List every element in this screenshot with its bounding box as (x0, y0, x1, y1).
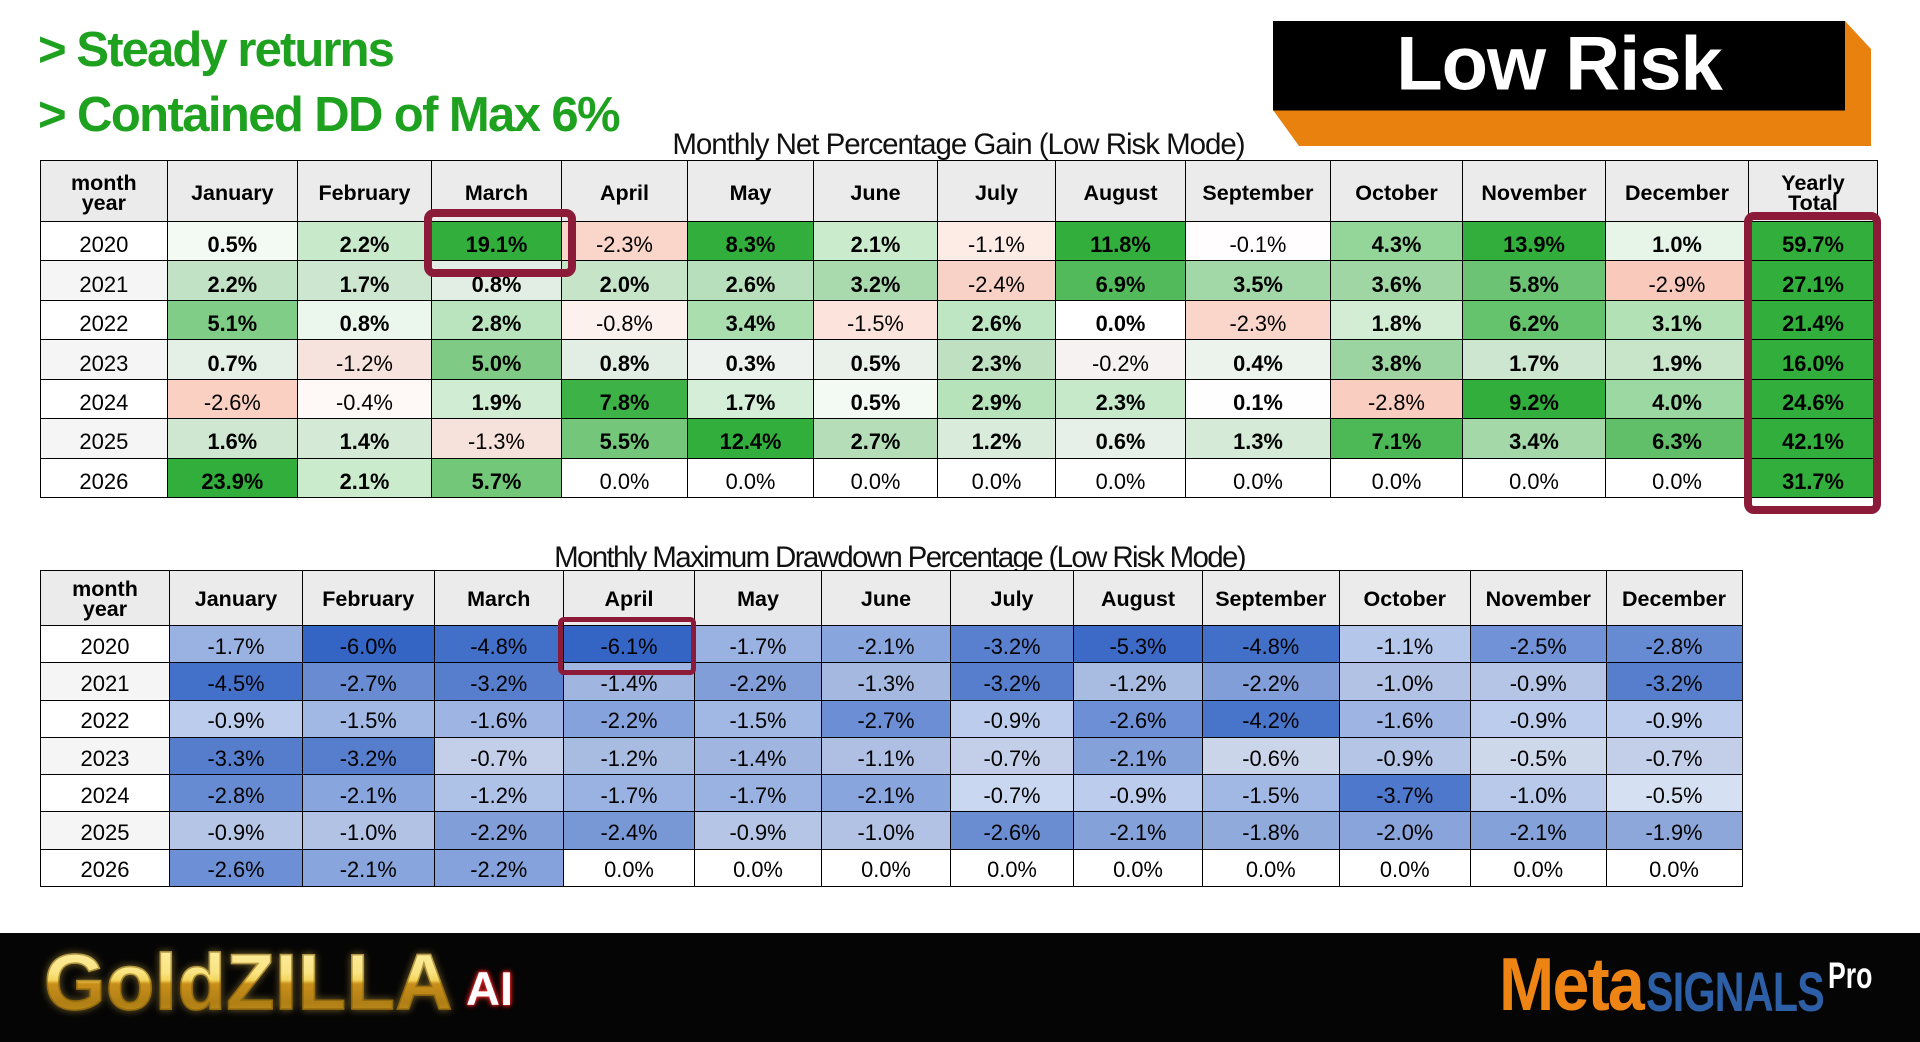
svg-text:Low Risk: Low Risk (1396, 22, 1723, 107)
